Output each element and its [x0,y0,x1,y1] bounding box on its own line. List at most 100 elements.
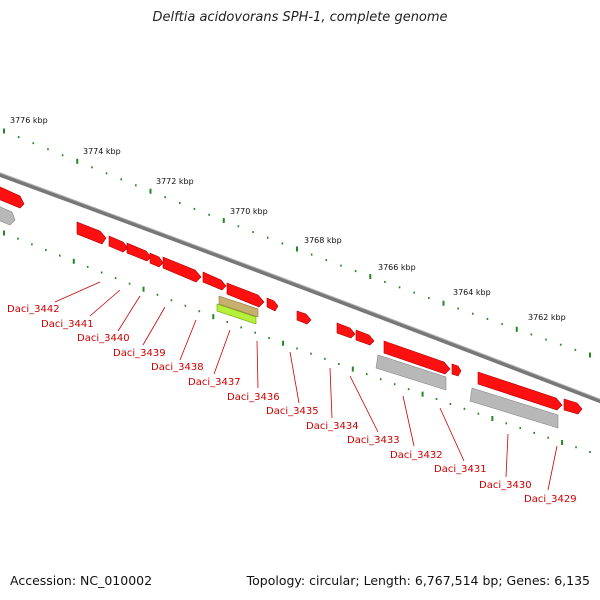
inner-tick-27 [379,378,382,381]
gene-3438 [162,256,202,283]
inner-tick-41 [575,446,577,449]
kbp-label-3764: 3764 kbp [453,288,491,297]
kbp-label-3762: 3762 kbp [528,313,566,322]
gene-3430 [477,371,563,411]
leader-lines [54,281,558,491]
accession-text: Accession: NC_010002 [10,573,153,588]
outer-tick-3 [47,148,49,151]
inner-tick-9 [128,282,131,285]
inner-tick-4 [59,254,61,257]
outer-tick-16 [237,225,240,228]
inner-tick-17 [240,326,242,329]
outer-tick-26 [384,280,386,283]
outer-tick-9 [135,184,137,187]
gene-3441 [108,235,129,253]
outer-tick-24 [354,270,357,273]
inner-tick-13 [184,304,187,307]
inner-tick-1 [17,237,19,240]
outer-tick-33 [486,317,489,320]
gene-label-3436: Daci_3436 [227,392,280,403]
inner-tick-23 [324,357,326,360]
leader-3440 [117,295,141,332]
outer-tick-2 [32,142,35,145]
inner-tick-35 [491,416,494,421]
gene-3431 [451,363,462,377]
kbp-label-3770: 3770 kbp [230,207,268,216]
gray-feature-left [0,206,16,226]
inner-tick-37 [519,427,522,430]
leader-3432 [402,395,415,447]
leader-3430 [505,433,509,478]
gene-label-group: Daci_3442 Daci_3441 Daci_3440 Daci_3439 … [7,304,577,505]
gene-track [0,186,583,415]
leader-3442 [54,281,101,303]
leader-3434 [329,367,333,419]
outer-tick-17 [252,231,254,234]
feature-track [0,206,559,429]
outer-tick-31 [457,307,459,310]
gene-label-3433: Daci_3433 [347,435,400,446]
inner-tick-10 [142,286,145,292]
gene-3429 [563,398,583,415]
gene-label-3430: Daci_3430 [479,480,532,491]
outer-tick-34 [501,323,503,326]
outer-tick-1 [17,136,20,139]
outer-tick-22 [325,259,328,262]
gene-3437 [202,271,227,291]
outer-tick-39 [574,348,577,351]
kbp-label-3768: 3768 kbp [304,236,342,245]
gray-feature-3432 [375,354,447,391]
outer-tick-7 [105,172,108,175]
leader-3441 [89,289,121,317]
outer-tick-29 [428,296,430,299]
gene-3439 [149,252,164,268]
outer-tick-36 [530,333,533,336]
outer-tick-20 [296,246,298,252]
kbp-label-3776: 3776 kbp [10,116,48,125]
outer-tick-18 [266,236,269,239]
inner-tick-30 [421,391,424,397]
outer-tick-track [3,128,591,358]
leader-3433 [349,375,379,433]
inner-tick-20 [282,340,285,346]
leader-3431 [439,407,465,462]
inner-tick-track [3,230,591,453]
outer-tick-5 [76,158,79,164]
inner-tick-28 [393,383,396,386]
inner-tick-32 [449,402,452,405]
gene-3433b [355,329,375,346]
outer-tick-28 [413,291,415,294]
genome-summary-text: Topology: circular; Length: 6,767,514 bp… [246,573,590,588]
green-feature [216,303,257,325]
gene-label-3440: Daci_3440 [77,333,130,344]
inner-tick-36 [505,422,508,425]
outer-tick-6 [91,166,93,169]
inner-tick-21 [296,347,298,350]
gene-label-3429: Daci_3429 [524,494,577,505]
inner-tick-25 [351,366,354,372]
inner-tick-8 [114,277,117,280]
gene-label-3435: Daci_3435 [266,406,319,417]
outer-tick-30 [442,300,445,306]
inner-tick-3 [45,248,47,251]
inner-tick-29 [407,388,410,391]
inner-tick-33 [463,407,466,410]
inner-tick-40 [561,439,564,445]
leader-3439 [142,306,166,346]
gene-label-3441: Daci_3441 [41,319,94,330]
gene-3434 [296,310,312,325]
gene-3432 [383,340,451,375]
leader-3435 [289,351,300,404]
leader-3436 [256,340,259,389]
genome-backbone [0,172,600,404]
gene-3440 [126,242,152,262]
inner-tick-31 [435,398,438,401]
inner-tick-6 [86,265,89,268]
kbp-label-3766: 3766 kbp [378,263,416,272]
gene-3442 [76,221,107,245]
gene-label-3437: Daci_3437 [188,377,241,388]
leader-3438 [179,319,197,361]
inner-tick-42 [589,451,591,453]
inner-tick-38 [533,431,535,434]
kbp-label-3774: 3774 kbp [83,147,121,156]
